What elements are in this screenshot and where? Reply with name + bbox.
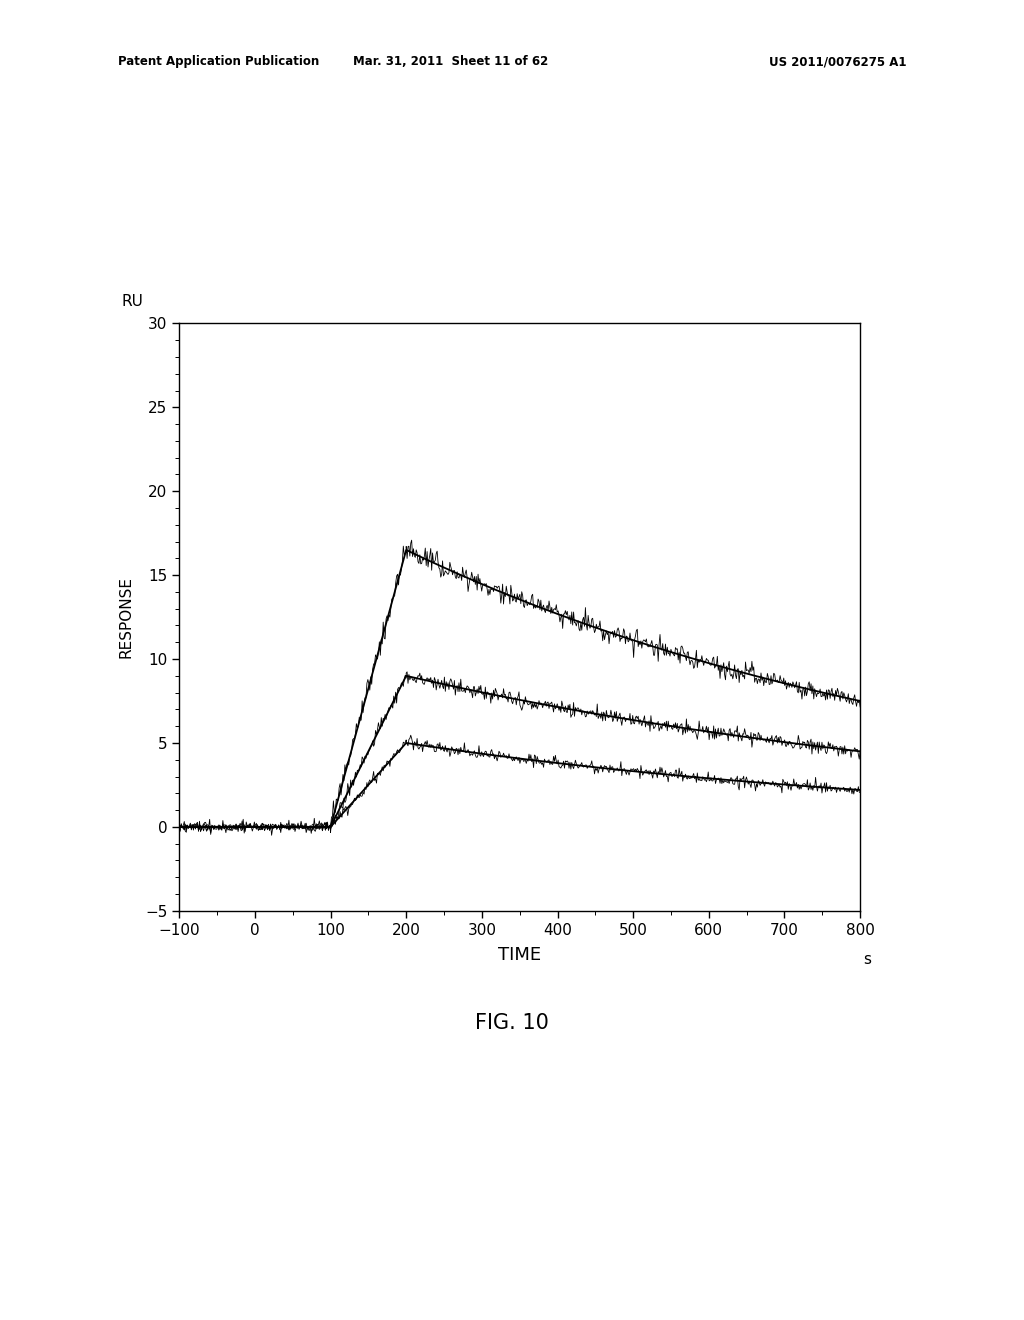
Text: Mar. 31, 2011  Sheet 11 of 62: Mar. 31, 2011 Sheet 11 of 62 [353, 55, 548, 69]
Y-axis label: RESPONSE: RESPONSE [119, 576, 134, 659]
Text: FIG. 10: FIG. 10 [475, 1012, 549, 1034]
X-axis label: TIME: TIME [498, 946, 542, 964]
Text: RU: RU [121, 294, 143, 309]
Text: s: s [863, 952, 871, 968]
Text: Patent Application Publication: Patent Application Publication [118, 55, 319, 69]
Text: US 2011/0076275 A1: US 2011/0076275 A1 [769, 55, 906, 69]
